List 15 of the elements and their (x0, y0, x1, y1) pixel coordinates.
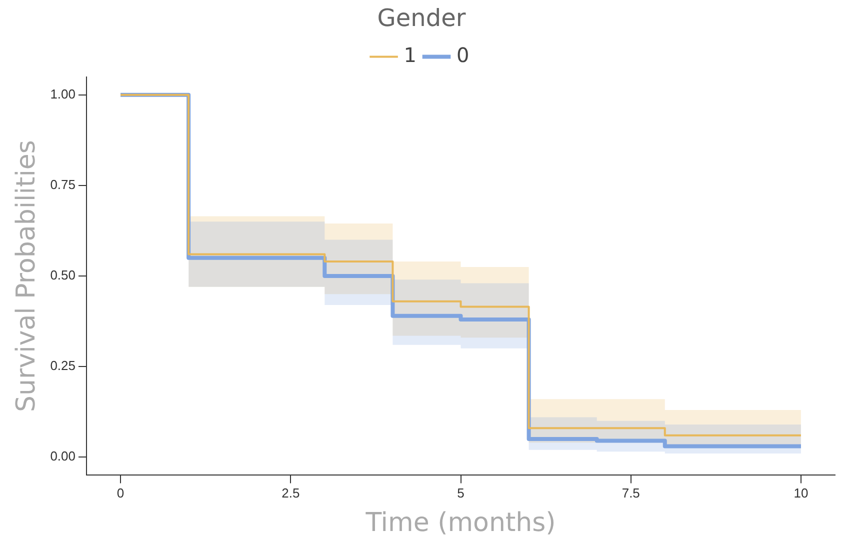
y-tick-label: 1.00 (50, 86, 76, 102)
x-tick-label: 5 (457, 486, 464, 501)
y-axis-title: Survival Probabilities (11, 140, 42, 412)
x-tick-label: 10 (794, 486, 808, 501)
y-tick-label: 0.25 (50, 358, 76, 374)
x-axis-title: Time (months) (364, 508, 556, 538)
x-tick-label: 0 (116, 486, 124, 501)
legend-label: 1 (404, 43, 417, 68)
legend-label: 0 (456, 43, 470, 68)
legend-title: Gender (377, 4, 466, 32)
x-tick-label: 2.5 (282, 486, 300, 501)
x-tick-label: 7.5 (622, 486, 640, 501)
y-tick-label: 0.75 (50, 177, 76, 192)
y-tick-label: 0.50 (50, 268, 76, 283)
y-tick-label: 0.00 (50, 448, 76, 464)
